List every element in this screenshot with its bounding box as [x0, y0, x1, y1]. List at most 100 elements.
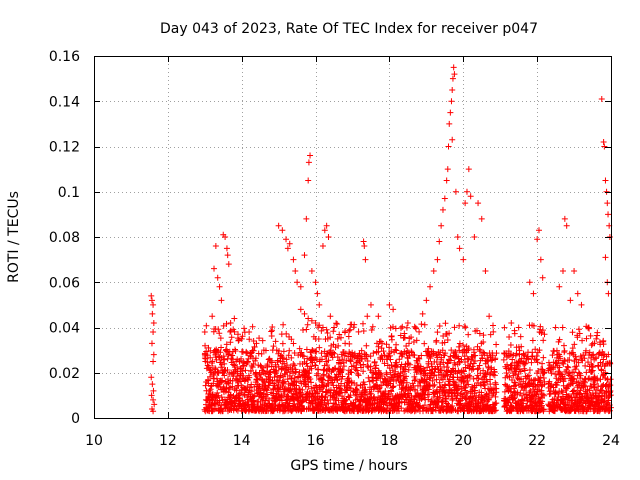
data-point	[238, 355, 245, 362]
data-point	[250, 361, 257, 368]
data-point	[566, 357, 573, 364]
data-point	[375, 343, 382, 350]
data-point	[360, 327, 367, 334]
data-point	[460, 256, 467, 263]
data-point	[306, 369, 313, 376]
y-tick-label: 0	[71, 411, 80, 427]
data-point	[411, 352, 418, 359]
data-point	[264, 391, 271, 398]
data-point	[355, 372, 362, 379]
data-point	[279, 340, 286, 347]
data-point	[269, 324, 276, 331]
data-point	[456, 245, 463, 252]
data-point	[324, 330, 331, 337]
data-point	[399, 323, 406, 330]
data-point	[303, 346, 310, 353]
x-tick-label: 14	[233, 433, 251, 449]
data-point	[289, 381, 296, 388]
data-point	[308, 379, 315, 386]
data-point	[594, 329, 601, 336]
data-point	[277, 372, 284, 379]
data-point	[380, 348, 387, 355]
data-point	[294, 279, 301, 286]
data-point	[348, 379, 355, 386]
data-point	[378, 373, 385, 380]
data-point	[203, 348, 210, 355]
data-point	[444, 360, 451, 367]
data-point	[511, 330, 518, 337]
data-point	[266, 382, 273, 389]
data-point	[229, 383, 236, 390]
data-point	[602, 177, 609, 184]
data-point	[430, 267, 437, 274]
data-point	[248, 388, 255, 395]
data-point	[371, 358, 378, 365]
data-point	[390, 306, 397, 313]
data-point	[217, 349, 224, 356]
data-point	[299, 386, 306, 393]
y-tick-label: 0.1	[58, 185, 80, 201]
data-point	[325, 234, 332, 240]
data-point	[471, 234, 478, 240]
data-point	[262, 370, 269, 377]
data-point	[342, 400, 349, 407]
data-point	[405, 390, 412, 397]
data-point	[322, 393, 329, 400]
data-point	[252, 357, 259, 364]
data-point	[225, 351, 232, 358]
data-point	[339, 373, 346, 380]
data-point	[274, 373, 281, 380]
data-point	[265, 356, 272, 363]
data-point	[245, 401, 252, 408]
data-point	[309, 347, 316, 354]
data-point	[403, 324, 410, 331]
data-point	[305, 383, 312, 390]
data-point	[226, 386, 233, 393]
data-point	[416, 328, 423, 335]
data-point	[378, 345, 385, 352]
data-point	[275, 222, 282, 229]
data-point	[338, 334, 345, 341]
data-point	[334, 320, 341, 327]
data-point	[312, 279, 319, 286]
data-point	[272, 370, 279, 377]
data-point	[515, 324, 522, 331]
data-point	[327, 396, 334, 403]
data-point	[368, 326, 375, 333]
data-point	[301, 252, 308, 259]
data-point	[333, 320, 340, 327]
data-point	[447, 109, 454, 116]
data-point	[246, 336, 253, 343]
data-point	[598, 95, 605, 102]
y-tick-label: 0.08	[49, 230, 80, 246]
data-point	[418, 321, 425, 328]
data-point	[330, 349, 337, 356]
data-point	[367, 301, 374, 308]
data-point	[438, 222, 445, 229]
data-point	[427, 283, 434, 290]
data-point	[578, 301, 585, 308]
data-point	[370, 350, 377, 357]
data-point	[218, 364, 225, 371]
data-point	[339, 366, 346, 373]
data-point	[249, 364, 256, 371]
data-point	[218, 344, 225, 351]
data-point	[534, 236, 541, 243]
data-point	[340, 363, 347, 370]
data-point	[223, 341, 230, 348]
data-point	[301, 310, 308, 317]
data-point	[271, 382, 278, 389]
data-point	[332, 344, 339, 351]
data-point	[556, 283, 563, 290]
y-tick-label: 0.14	[49, 94, 80, 110]
data-point	[228, 334, 235, 341]
data-point	[492, 379, 499, 386]
data-point	[360, 379, 367, 386]
data-point	[442, 320, 449, 327]
data-point	[230, 326, 237, 333]
data-point	[393, 347, 400, 354]
data-point	[209, 313, 216, 320]
data-point	[528, 359, 535, 366]
data-point	[148, 374, 155, 381]
data-point	[225, 261, 232, 268]
